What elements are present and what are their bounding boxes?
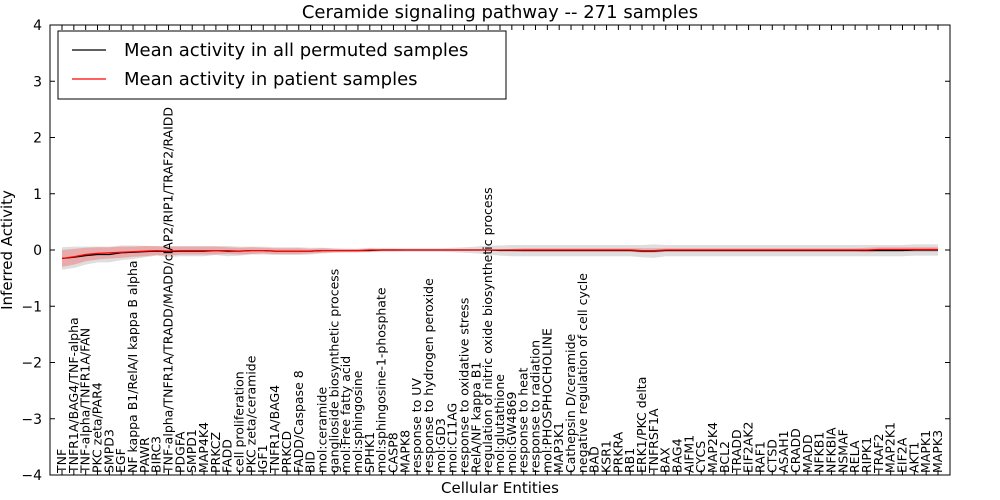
x-tick-label: NF kappa B1/RelA/I kappa B alpha bbox=[125, 260, 140, 473]
x-tick-label: EGF bbox=[113, 448, 128, 473]
x-tick-label: MAP4K4 bbox=[196, 422, 211, 473]
x-tick-label: mol:GW4869 bbox=[504, 392, 519, 473]
chart-title: Ceramide signaling pathway -- 271 sample… bbox=[302, 2, 698, 23]
x-tick-label: PAWR bbox=[137, 437, 152, 473]
x-ticks: TNFTNFR1A/BAG4/TNF-alphaTNF-alpha/TNFR1A… bbox=[54, 25, 945, 475]
x-tick-label: RIPK1 bbox=[859, 437, 874, 473]
x-tick-label: cell proliferation bbox=[232, 371, 247, 473]
x-tick-label: ERK1/PKC delta bbox=[634, 377, 649, 473]
x-tick-label: CYCS bbox=[693, 441, 708, 473]
y-tick-label: −1 bbox=[21, 299, 42, 315]
x-tick-label: MAP3K1 bbox=[551, 422, 566, 473]
y-tick-label: 4 bbox=[33, 18, 42, 34]
x-tick-label: TNF-alpha/TNFR1A/FAN bbox=[78, 328, 93, 474]
x-tick-label: TNF-alpha/TNFR1A/TRADD/MADD/cIAP2/RIP1/T… bbox=[161, 107, 176, 474]
y-axis-label: Inferred Activity bbox=[0, 190, 16, 310]
x-tick-label: mol:C11AG bbox=[445, 403, 460, 473]
x-tick-label: RELA bbox=[847, 440, 862, 473]
x-tick-label: BAD bbox=[587, 446, 602, 473]
x-tick-label: mol:ceramide bbox=[314, 387, 329, 473]
x-tick-label: response to oxidative stress bbox=[456, 298, 471, 473]
x-tick-label: MAP2K4 bbox=[705, 422, 720, 473]
x-tick-label: mol:sphingosine-1-phosphate bbox=[374, 287, 389, 473]
y-tick-label: −3 bbox=[21, 412, 42, 428]
x-tick-label: NFKB1 bbox=[812, 432, 827, 473]
x-tick-label: BIRC3 bbox=[149, 436, 164, 473]
x-tick-label: RB1 bbox=[622, 448, 637, 473]
legend: Mean activity in all permuted samples Me… bbox=[57, 30, 507, 100]
x-tick-label: BID bbox=[303, 451, 318, 473]
x-tick-label: mol:Free fatty acid bbox=[338, 356, 353, 473]
x-tick-label: response to UV bbox=[409, 378, 424, 473]
x-tick-label: NSMAF bbox=[835, 429, 850, 473]
x-tick-label: PKC zeta/PAR4 bbox=[90, 382, 105, 473]
x-tick-label: TRADD bbox=[729, 429, 744, 474]
x-tick-label: EIF2A bbox=[894, 437, 909, 473]
legend-label-permuted: Mean activity in all permuted samples bbox=[124, 40, 468, 61]
series-lines bbox=[61, 248, 938, 260]
y-tick-label: 0 bbox=[33, 243, 42, 259]
x-tick-label: mol:sphingosine bbox=[350, 370, 365, 473]
x-tick-label: CTSD bbox=[764, 439, 779, 473]
x-tick-label: TNF bbox=[54, 449, 69, 474]
x-tick-label: response to heat bbox=[516, 367, 531, 473]
x-tick-label: CRADD bbox=[788, 428, 803, 473]
x-tick-label: BAX bbox=[658, 447, 673, 473]
x-tick-label: MAPK8 bbox=[397, 430, 412, 473]
x-tick-label: IGF1 bbox=[255, 444, 270, 473]
x-tick-label: SMPD1 bbox=[184, 429, 199, 473]
x-tick-label: Cathepsin D/ceramide bbox=[563, 333, 578, 473]
x-tick-label: TRAF2 bbox=[871, 433, 886, 474]
x-tick-label: EIF2AK2 bbox=[741, 422, 756, 473]
x-tick-label: TNFR1A/BAG4 bbox=[267, 385, 282, 474]
y-tick-label: 2 bbox=[33, 131, 42, 147]
x-tick-label: regulation of nitric oxide biosynthetic … bbox=[480, 187, 495, 473]
y-tick-label: −2 bbox=[21, 356, 42, 372]
x-tick-label: mol:GD3 bbox=[433, 418, 448, 473]
x-tick-label: PKC zeta/ceramide bbox=[243, 355, 258, 473]
legend-label-patient: Mean activity in patient samples bbox=[124, 69, 418, 90]
x-tick-label: BAG4 bbox=[670, 438, 685, 473]
x-tick-label: PRKCD bbox=[279, 431, 294, 473]
x-tick-label: response to radiation bbox=[528, 340, 543, 473]
x-tick-label: ganglioside biosynthetic process bbox=[326, 269, 341, 473]
x-tick-label: MAPK3 bbox=[930, 430, 945, 473]
x-tick-label: mol:glutathione bbox=[492, 374, 507, 473]
x-tick-label: MADD bbox=[800, 434, 815, 473]
x-tick-label: SPHK1 bbox=[362, 432, 377, 473]
x-tick-label: CASP8 bbox=[385, 432, 400, 473]
x-tick-label: negative regulation of cell cycle bbox=[575, 273, 590, 473]
plot-frame bbox=[49, 24, 951, 476]
line-patient bbox=[61, 248, 938, 260]
x-tick-label: RelA/NF kappa B1 bbox=[468, 362, 483, 473]
x-tick-label: KSR1 bbox=[599, 440, 614, 473]
x-tick-label: TNFR1A/BAG4/TNF-alpha bbox=[66, 317, 81, 474]
x-tick-label: PRKRA bbox=[610, 431, 625, 473]
x-tick-label: PDGFA bbox=[172, 431, 187, 473]
legend-box bbox=[57, 30, 507, 100]
y-tick-label: 1 bbox=[33, 187, 42, 203]
x-tick-label: BCL2 bbox=[717, 441, 732, 473]
x-tick-label: RAF1 bbox=[752, 441, 767, 473]
x-tick-label: mol:PHOSPHOCHOLINE bbox=[539, 328, 554, 473]
y-tick-label: 3 bbox=[33, 74, 42, 90]
x-tick-label: MAP2K1 bbox=[883, 422, 898, 473]
x-tick-label: MAPK1 bbox=[918, 430, 933, 473]
y-tick-label: −4 bbox=[21, 468, 42, 484]
x-tick-label: ASAH1 bbox=[776, 430, 791, 473]
x-tick-label: SMPD3 bbox=[101, 429, 116, 473]
x-tick-label: TNFRSF1A bbox=[646, 408, 661, 474]
x-tick-label: AKT1 bbox=[906, 442, 921, 473]
x-tick-label: response to hydrogen peroxide bbox=[421, 278, 436, 473]
confidence-bands bbox=[62, 244, 938, 270]
x-axis-label: Cellular Entities bbox=[441, 479, 559, 497]
x-tick-label: AIFM1 bbox=[681, 435, 696, 473]
x-tick-label: NFKBIA bbox=[823, 427, 838, 473]
x-tick-label: FADD/Caspase 8 bbox=[291, 370, 306, 473]
x-tick-label: PRKCZ bbox=[208, 432, 223, 473]
x-tick-label: FADD bbox=[220, 439, 235, 473]
plot-area: TNFTNFR1A/BAG4/TNF-alphaTNF-alpha/TNFR1A… bbox=[21, 18, 951, 484]
